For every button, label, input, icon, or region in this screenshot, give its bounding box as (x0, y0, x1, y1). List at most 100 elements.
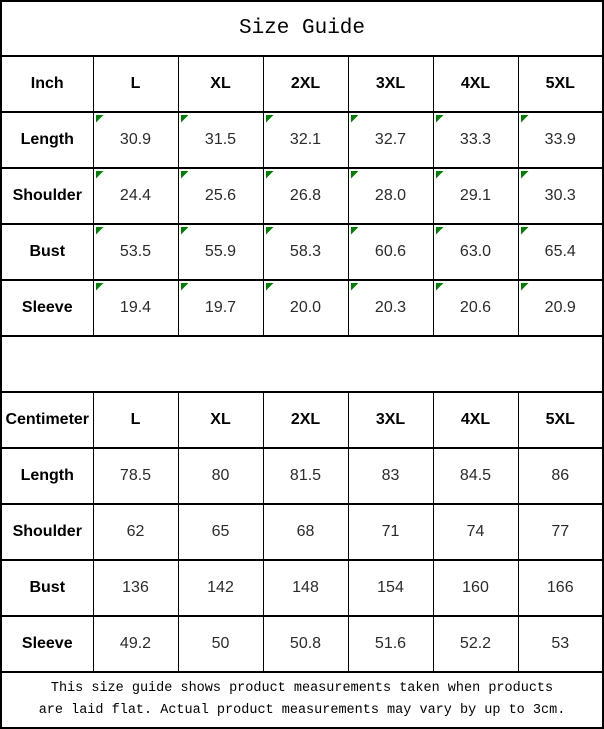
value-cell: 26.8 (262, 167, 349, 225)
cell-value: 50.8 (289, 635, 322, 652)
cell-value: 58.3 (289, 243, 322, 260)
cell-value: 24.4 (119, 187, 152, 204)
cm-header-row: Centimeter L XL 2XL 3XL 4XL 5XL (0, 391, 604, 449)
cell-value: 154 (377, 579, 404, 596)
value-cell: 55.9 (177, 223, 264, 281)
excel-marker-icon (520, 227, 529, 235)
inch-header-row: Inch L XL 2XL 3XL 4XL 5XL (0, 55, 604, 113)
cell-value: 31.5 (204, 131, 237, 148)
value-cell: 83 (347, 447, 434, 505)
row-label: Length (0, 447, 94, 505)
column-header-2xl: 2XL (262, 391, 349, 449)
table-row-inch-length: Length 30.9 31.5 32.1 32.7 33.3 33.9 (0, 111, 604, 169)
cell-value: 32.1 (289, 131, 322, 148)
excel-marker-icon (350, 115, 359, 123)
cell-value: 29.1 (459, 187, 492, 204)
cell-value: 74 (466, 523, 485, 540)
cell-value: 30.9 (119, 131, 152, 148)
footer-row: This size guide shows product measuremen… (0, 671, 604, 729)
column-header-3xl: 3XL (347, 391, 434, 449)
cell-value: 32.7 (374, 131, 407, 148)
excel-marker-icon (265, 115, 274, 123)
spacer-cell (0, 335, 604, 393)
value-cell: 52.2 (432, 615, 519, 673)
excel-marker-icon (95, 115, 104, 123)
row-label: Length (0, 111, 94, 169)
cell-value: 53 (551, 635, 570, 652)
cell-value: 78.5 (119, 467, 152, 484)
excel-marker-icon (95, 171, 104, 179)
value-cell: 25.6 (177, 167, 264, 225)
value-cell: 33.3 (432, 111, 519, 169)
cell-value: 160 (462, 579, 489, 596)
value-cell: 28.0 (347, 167, 434, 225)
cell-value: 33.3 (459, 131, 492, 148)
excel-marker-icon (180, 227, 189, 235)
column-header-5xl: 5XL (517, 55, 604, 113)
excel-marker-icon (350, 227, 359, 235)
row-label: Bust (0, 559, 94, 617)
column-header-l: L (92, 55, 179, 113)
value-cell: 20.3 (347, 279, 434, 337)
cell-value: 62 (126, 523, 145, 540)
value-cell: 58.3 (262, 223, 349, 281)
excel-marker-icon (435, 171, 444, 179)
value-cell: 60.6 (347, 223, 434, 281)
column-header-3xl: 3XL (347, 55, 434, 113)
value-cell: 84.5 (432, 447, 519, 505)
value-cell: 31.5 (177, 111, 264, 169)
column-header-l: L (92, 391, 179, 449)
column-header-4xl: 4XL (432, 55, 519, 113)
cell-value: 148 (292, 579, 319, 596)
table-row-inch-sleeve: Sleeve 19.4 19.7 20.0 20.3 20.6 20.9 (0, 279, 604, 337)
excel-marker-icon (520, 171, 529, 179)
value-cell: 62 (92, 503, 179, 561)
value-cell: 65 (177, 503, 264, 561)
table-row-inch-bust: Bust 53.5 55.9 58.3 60.6 63.0 65.4 (0, 223, 604, 281)
cell-value: 60.6 (374, 243, 407, 260)
value-cell: 50.8 (262, 615, 349, 673)
cell-value: 77 (551, 523, 570, 540)
row-label: Shoulder (0, 503, 94, 561)
value-cell: 71 (347, 503, 434, 561)
excel-marker-icon (95, 227, 104, 235)
page-title: Size Guide (0, 0, 604, 57)
value-cell: 65.4 (517, 223, 604, 281)
inch-unit-header: Inch (0, 55, 94, 113)
value-cell: 74 (432, 503, 519, 561)
cell-value: 20.0 (289, 299, 322, 316)
cell-value: 68 (296, 523, 315, 540)
value-cell: 53.5 (92, 223, 179, 281)
cell-value: 71 (381, 523, 400, 540)
value-cell: 30.9 (92, 111, 179, 169)
column-header-4xl: 4XL (432, 391, 519, 449)
excel-marker-icon (350, 283, 359, 291)
column-header-2xl: 2XL (262, 55, 349, 113)
value-cell: 148 (262, 559, 349, 617)
cell-value: 83 (381, 467, 400, 484)
cell-value: 26.8 (289, 187, 322, 204)
cell-value: 84.5 (459, 467, 492, 484)
cell-value: 19.4 (119, 299, 152, 316)
cell-value: 136 (122, 579, 149, 596)
excel-marker-icon (350, 171, 359, 179)
table-row-cm-bust: Bust 136 142 148 154 160 166 (0, 559, 604, 617)
cell-value: 30.3 (544, 187, 576, 204)
cell-value: 65.4 (544, 243, 576, 260)
spacer-row (0, 335, 604, 393)
cell-value: 28.0 (374, 187, 407, 204)
value-cell: 53 (517, 615, 604, 673)
value-cell: 142 (177, 559, 264, 617)
cm-unit-header: Centimeter (0, 391, 94, 449)
row-label: Shoulder (0, 167, 94, 225)
cell-value: 53.5 (119, 243, 152, 260)
cell-value: 33.9 (544, 131, 576, 148)
value-cell: 24.4 (92, 167, 179, 225)
cell-value: 52.2 (459, 635, 492, 652)
excel-marker-icon (520, 283, 529, 291)
cell-value: 20.9 (544, 299, 576, 316)
row-label: Sleeve (0, 279, 94, 337)
row-label: Bust (0, 223, 94, 281)
